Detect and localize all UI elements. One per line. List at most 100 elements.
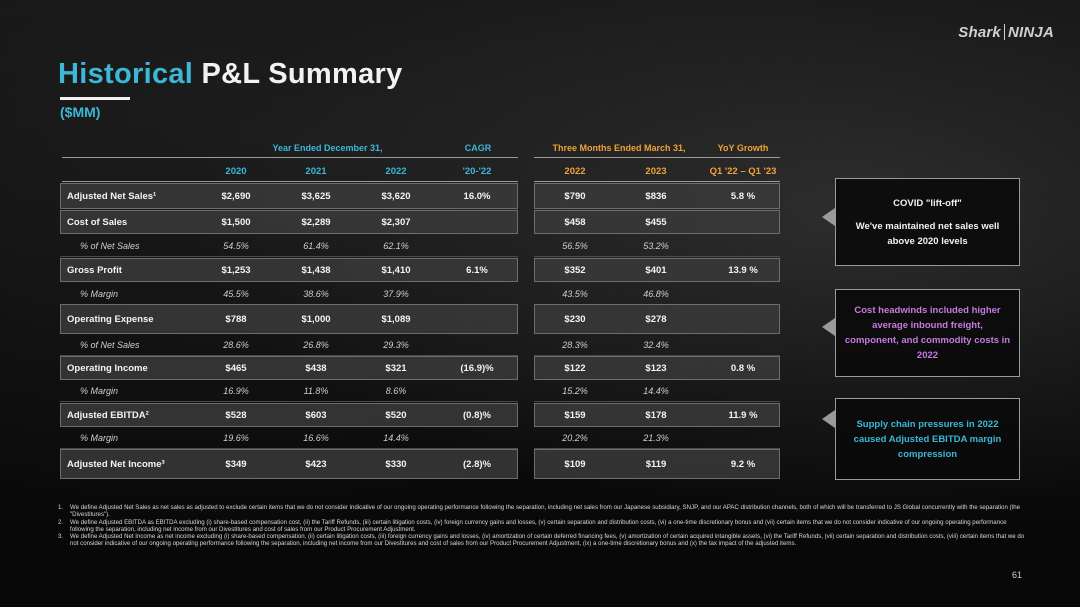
row-label: % of Net Sales [80, 241, 140, 251]
footnote-number: 1. [58, 504, 64, 511]
cell-2021: $1,438 [301, 264, 331, 276]
callout-arrow [822, 410, 835, 428]
row-box-left [60, 403, 518, 427]
cell-yoy [696, 380, 790, 402]
callout-supply-text: Supply chain pressures in 2022 caused Ad… [853, 418, 1002, 460]
row-box-right [534, 210, 780, 234]
cell-2021: $423 [305, 458, 327, 470]
logo-divider [1003, 24, 1005, 40]
cell-cagr [436, 304, 518, 334]
cell-2020: $788 [225, 313, 247, 325]
cell-2020: 19.6% [223, 433, 249, 443]
row-box-left [60, 210, 518, 234]
row-box-left [60, 258, 518, 282]
callout-cost-headwinds: Cost headwinds included higher average i… [835, 289, 1020, 377]
title-highlight: Historical [58, 58, 194, 90]
table-row: % Margin 19.6% 16.6% 14.4% 20.2% 21.3% [60, 427, 780, 449]
cell-cagr [436, 380, 518, 402]
cell-q1-2022: 56.5% [562, 241, 588, 251]
row-box-left [60, 356, 518, 380]
cell-2022: $3,620 [381, 190, 411, 202]
cell-q1-2022: $230 [564, 313, 586, 325]
row-box-right [534, 304, 780, 334]
header-rule-left [62, 157, 518, 158]
cell-2022: $1,410 [381, 264, 411, 276]
row-rule-right [534, 355, 780, 356]
row-box-right [534, 449, 780, 479]
table-row: Gross Profit $1,253 $1,438 $1,410 6.1% $… [60, 258, 780, 282]
cell-yoy [696, 334, 790, 356]
row-label: Operating Expense [67, 313, 154, 325]
title-rest: P&L Summary [201, 58, 403, 90]
cell-q1-2023: $119 [645, 458, 667, 470]
cell-q1-2023: $401 [645, 264, 667, 276]
cell-q1-2022: $458 [564, 216, 586, 228]
cell-2021: $3,625 [301, 190, 331, 202]
col-q1-2022: 2022 [564, 166, 586, 177]
cell-yoy: 13.9 % [728, 264, 758, 276]
col-2020: 2020 [225, 166, 247, 177]
callout-covid: COVID "lift-off" We've maintained net sa… [835, 178, 1020, 266]
table-row: % Margin 16.9% 11.8% 8.6% 15.2% 14.4% [60, 380, 780, 402]
logo-shark: Shark [958, 24, 1001, 41]
col-2021: 2021 [305, 166, 327, 177]
row-box-left [60, 304, 518, 334]
row-rule-left [60, 448, 518, 449]
cell-q1-2023: 53.2% [643, 241, 669, 251]
cell-q1-2022: $109 [564, 458, 586, 470]
footnotes: 1. We define Adjusted Net Sales as net sa… [58, 504, 1028, 548]
cell-cagr [436, 334, 518, 356]
cell-q1-2023: $836 [645, 190, 667, 202]
cell-yoy: 11.9 % [728, 409, 758, 421]
cell-2020: $349 [225, 458, 247, 470]
cell-2021: 16.6% [303, 433, 329, 443]
table-row: Adjusted EBITDA² $528 $603 $520 (0.8)% $… [60, 403, 780, 427]
row-box-right [534, 403, 780, 427]
table-row: % of Net Sales 28.6% 26.8% 29.3% 28.3% 3… [60, 334, 780, 356]
footnote-number: 3. [58, 533, 64, 541]
cell-yoy: 9.2 % [730, 458, 756, 470]
cell-q1-2023: 21.3% [643, 433, 669, 443]
cell-yoy [696, 427, 790, 449]
row-label: Adjusted Net Income³ [67, 458, 165, 470]
col-yoy: Q1 '22 – Q1 '23 [709, 166, 777, 177]
footnote-text: We define Adjusted Net Sales as net sale… [70, 504, 1021, 519]
table-row: % of Net Sales 54.5% 61.4% 62.1% 56.5% 5… [60, 235, 780, 257]
callout-covid-text: We've maintained net sales well above 20… [855, 220, 1000, 247]
row-label: % of Net Sales [80, 340, 140, 350]
row-rule-left [60, 355, 518, 356]
col-cagr: '20-'22 [462, 166, 492, 177]
row-label: % Margin [80, 289, 119, 299]
table-row: Adjusted Net Income³ $349 $423 $330 (2.8… [60, 449, 780, 479]
cell-2020: $528 [225, 409, 247, 421]
row-label: Adjusted Net Sales¹ [67, 190, 157, 202]
units-label: ($MM) [60, 104, 101, 120]
page-number: 61 [1011, 570, 1022, 580]
cell-yoy: 5.8 % [730, 190, 756, 202]
footnote-text: We define Adjusted Net Income as net inc… [70, 533, 1025, 548]
cell-2022: 14.4% [383, 433, 409, 443]
cell-2021: 11.8% [303, 386, 329, 396]
cell-2022: 37.9% [383, 289, 409, 299]
footnote-text: We define Adjusted EBITDA as EBITDA excl… [70, 518, 1007, 533]
cell-yoy [696, 210, 790, 234]
cell-q1-2022: 15.2% [562, 386, 588, 396]
row-label: Operating Income [67, 362, 148, 374]
cell-cagr [436, 427, 518, 449]
cell-cagr: (0.8)% [463, 409, 491, 421]
row-box-left [60, 449, 518, 479]
row-box-right [534, 258, 780, 282]
row-label: Adjusted EBITDA² [67, 409, 149, 421]
footnote: 1. We define Adjusted Net Sales as net sa… [58, 504, 1028, 519]
cell-2020: 28.6% [223, 340, 249, 350]
col-2022: 2022 [385, 166, 407, 177]
callout-cost-text: Cost headwinds included higher average i… [844, 305, 1011, 361]
col-q1-2023: 2023 [645, 166, 667, 177]
cell-cagr [436, 210, 518, 234]
table-row: Cost of Sales $1,500 $2,289 $2,307 $458 … [60, 210, 780, 234]
group-annual-header: Year Ended December 31, [272, 143, 383, 153]
cell-cagr: (16.9)% [460, 362, 494, 374]
cell-q1-2022: $122 [564, 362, 586, 374]
cell-2022: 62.1% [383, 241, 409, 251]
cell-q1-2023: 46.8% [643, 289, 669, 299]
